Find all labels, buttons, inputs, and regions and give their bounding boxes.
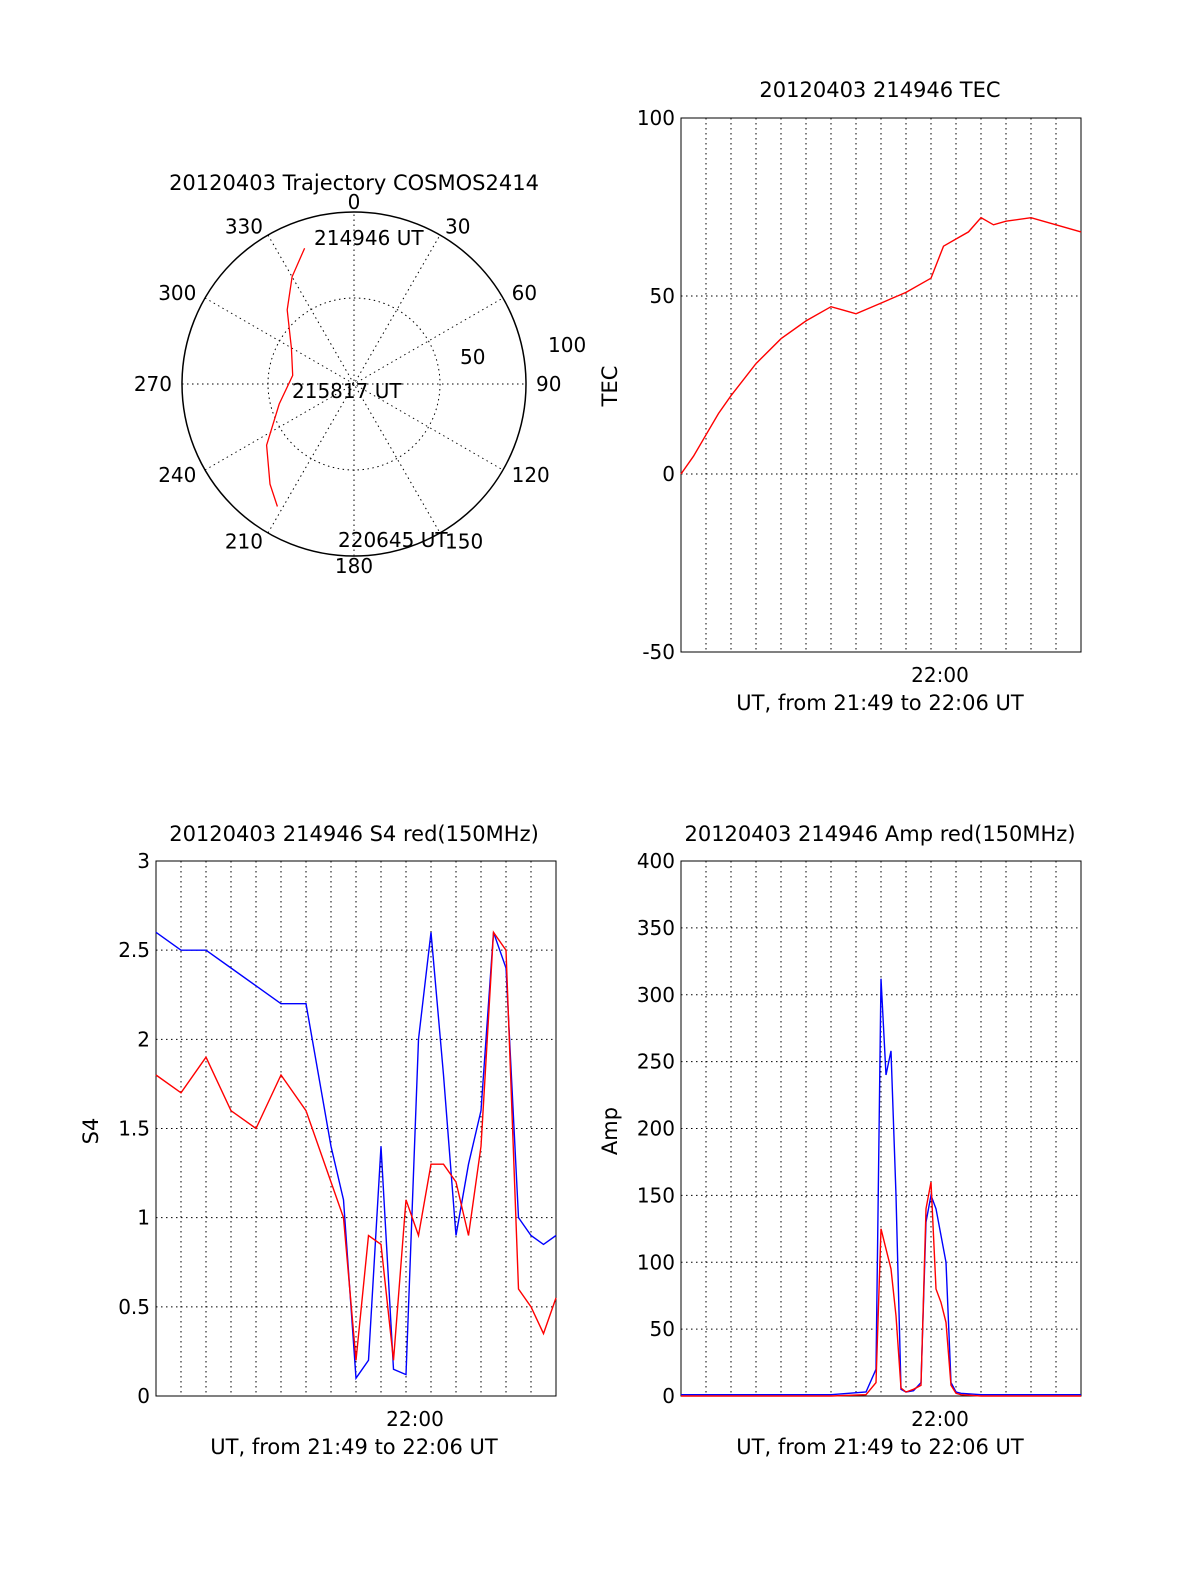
polar-angle-label-60: 60 [512,281,537,305]
polar-ring-50 [267,297,441,471]
s4-y-tick-3: 3 [137,849,150,873]
tec-y-tick--50: -50 [642,640,675,664]
polar-annotation-end: 220645 UT [338,528,448,552]
tec-xlabel: UT, from 21:49 to 22:06 UT [736,691,1024,715]
s4-series [155,930,557,1381]
polar-angle-label-300: 300 [158,281,196,305]
polar-trajectory-line [265,247,306,507]
polar-angle-label-180: 180 [335,554,373,578]
tec-title: 20120403 214946 TEC [759,78,1000,102]
amp-panel: 20120403 214946 Amp red(150MHz) 400 350 30… [598,822,1082,1459]
s4-title: 20120403 214946 S4 red(150MHz) [169,822,539,846]
amp-xlabel: UT, from 21:49 to 22:06 UT [736,1435,1024,1459]
amp-x-tick-label: 22:00 [911,1407,969,1431]
amp-y-tick-200: 200 [637,1117,675,1141]
tec-y-tick-0: 0 [662,462,675,486]
polar-angle-labels: 0 30 60 90 120 150 180 210 240 270 300 330 [134,190,562,578]
amp-y-tick-250: 250 [637,1050,675,1074]
s4-y-tick-labels: 3 2.5 2 1.5 1 0.5 0 [118,849,150,1408]
polar-angle-label-330: 330 [225,214,263,238]
tec-y-tick-50: 50 [650,284,675,308]
polar-radius-label-100: 100 [548,333,586,357]
polar-angle-label-270: 270 [134,372,172,396]
polar-title: 20120403 Trajectory COSMOS2414 [169,171,539,195]
amp-y-tick-300: 300 [637,983,675,1007]
amp-y-tick-50: 50 [650,1317,675,1341]
s4-y-tick-2.5: 2.5 [118,938,150,962]
tec-grid [680,117,1082,653]
s4-y-tick-1: 1 [137,1206,150,1230]
polar-angle-label-210: 210 [225,530,263,554]
amp-y-tick-0: 0 [662,1384,675,1408]
polar-angle-label-240: 240 [158,463,196,487]
amp-series [681,978,1081,1397]
tec-y-tick-100: 100 [637,106,675,130]
tec-y-tick-labels: 100 50 0 -50 [637,106,675,664]
s4-series-blue [155,931,557,1381]
s4-grid [155,860,557,1397]
polar-angle-label-150: 150 [445,530,483,554]
amp-y-tick-400: 400 [637,849,675,873]
s4-x-tick-label: 22:00 [386,1407,444,1431]
amp-y-tick-350: 350 [637,916,675,940]
polar-angle-label-90: 90 [536,372,561,396]
amp-series-red [681,1181,1081,1397]
amp-frame [680,860,1082,1397]
s4-y-tick-1.5: 1.5 [118,1117,150,1141]
s4-ylabel: S4 [79,1118,103,1145]
s4-y-tick-2: 2 [137,1027,150,1051]
s4-xlabel: UT, from 21:49 to 22:06 UT [210,1435,498,1459]
tec-ylabel: TEC [598,366,622,408]
polar-radius-label-50: 50 [460,345,485,369]
polar-grid [181,211,527,557]
polar-angle-label-0: 0 [348,190,361,214]
amp-y-tick-150: 150 [637,1183,675,1207]
s4-panel: 20120403 214946 S4 red(150MHz) 3 2.5 2 1.5 1… [79,822,557,1459]
amp-title: 20120403 214946 Amp red(150MHz) [684,822,1075,846]
amp-y-tick-100: 100 [637,1250,675,1274]
s4-series-red [155,930,557,1361]
tec-series [680,216,1082,475]
tec-x-tick-label: 22:00 [911,663,969,687]
amp-y-tick-labels: 400 350 300 250 200 150 100 50 0 [637,849,675,1408]
s4-y-tick-0.5: 0.5 [118,1295,150,1319]
amp-grid [680,860,1082,1397]
polar-angle-label-120: 120 [512,463,550,487]
amp-ylabel: Amp [598,1107,622,1155]
s4-frame [155,860,557,1397]
polar-annotation-start: 214946 UT [314,226,424,250]
s4-y-tick-0: 0 [137,1384,150,1408]
polar-panel: 20120403 Trajectory COSMOS2414 0 30 60 90 12… [134,171,586,578]
polar-annotation-mid: 215817 UT [292,379,402,403]
tec-series-red [680,216,1082,475]
polar-angle-label-30: 30 [445,214,470,238]
tec-frame [680,117,1082,653]
